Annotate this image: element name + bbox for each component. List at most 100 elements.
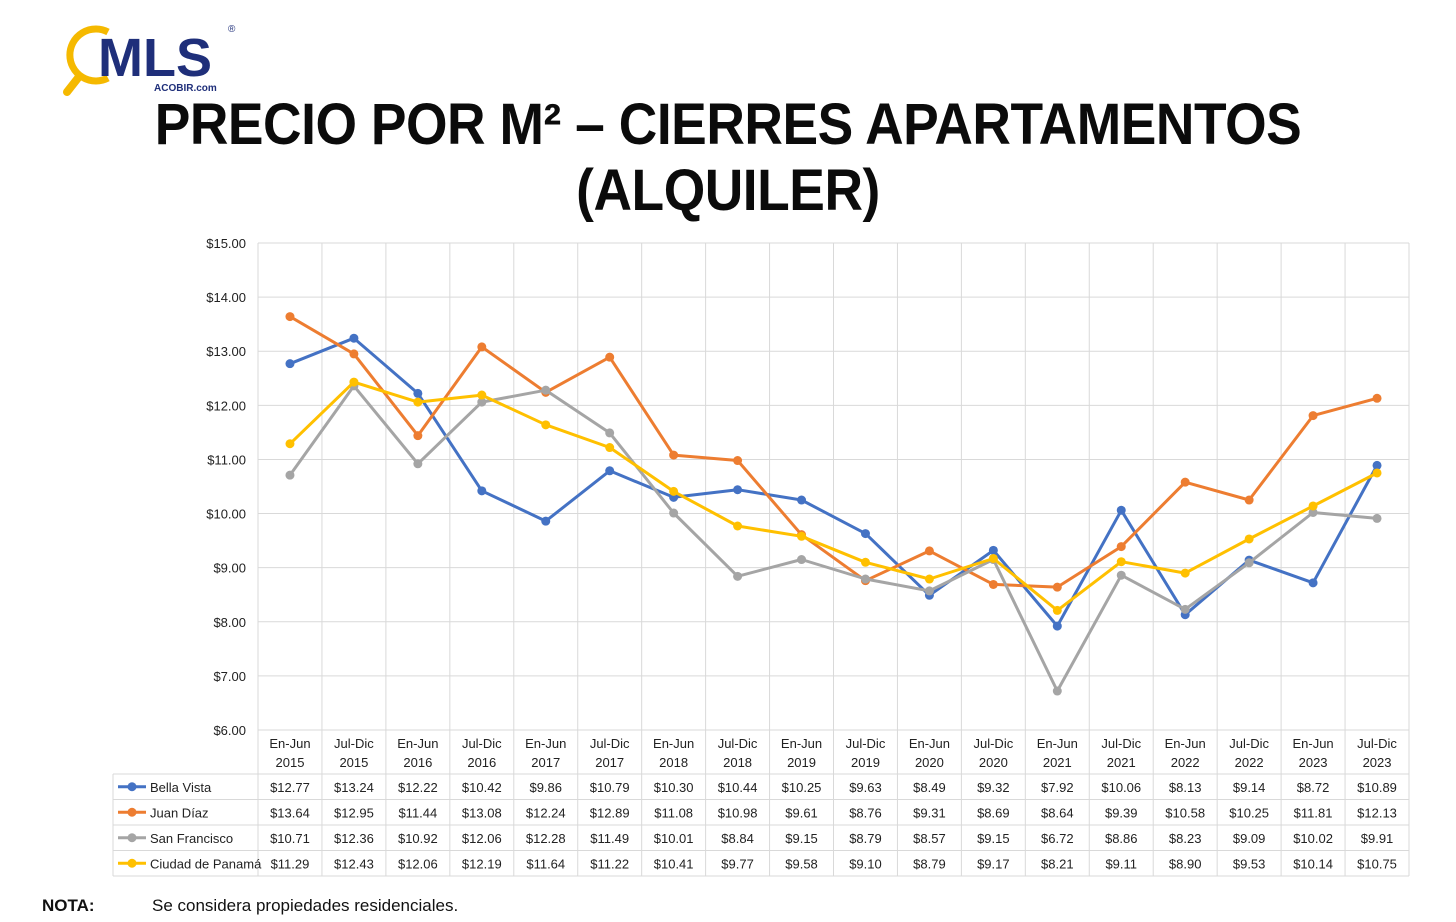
x-tick-label-period: En-Jun [1292,736,1333,751]
x-tick-label-period: En-Jun [781,736,822,751]
table-cell-value: $8.21 [1041,856,1074,871]
x-tick-label-period: En-Jun [525,736,566,751]
table-cell-value: $7.92 [1041,780,1074,795]
magnifier-handle-icon [63,74,82,96]
table-cell-value: $10.02 [1293,831,1333,846]
x-tick-label-period: Jul-Dic [1101,736,1141,751]
x-tick-label-year: 2016 [467,755,496,770]
data-point-ciudad-de-panama [1372,468,1382,478]
table-cell-value: $9.39 [1105,805,1138,820]
data-point-san-francisco [413,459,423,469]
table-cell-value: $8.64 [1041,805,1074,820]
data-point-san-francisco [1180,604,1190,614]
legend-marker-icon [127,782,137,792]
table-cell-value: $10.06 [1101,780,1141,795]
y-tick-label: $9.00 [213,561,246,576]
table-cell-value: $12.77 [270,780,310,795]
x-tick-label-year: 2015 [276,755,305,770]
data-point-juan-diaz [605,352,615,362]
y-axis-ticks: $15.00 $14.00 $13.00 $12.00 $11.00 $10.00 $9.0… [206,236,246,738]
table-cell-value: $11.44 [398,805,437,820]
table-cell-value: $11.22 [590,856,629,871]
data-point-san-francisco [924,586,934,596]
table-cell-value: $11.08 [654,805,693,820]
data-point-juan-diaz [733,456,743,466]
data-point-bella-vista [477,486,487,496]
data-point-bella-vista [1308,578,1318,588]
table-cell-value: $10.75 [1357,856,1397,871]
table-cell-value: $10.42 [462,780,502,795]
logo-brand: MLS [98,28,212,88]
data-point-bella-vista [860,529,870,539]
x-tick-label-period: Jul-Dic [1357,736,1397,751]
chart-grid [257,242,1410,876]
data-point-ciudad-de-panama [733,521,743,531]
table-cell-value: $9.63 [849,780,882,795]
data-point-san-francisco [477,397,487,407]
table-cell-value: $10.79 [590,780,630,795]
table-cell-value: $12.13 [1357,805,1397,820]
table-cell-value: $12.36 [334,831,374,846]
y-tick-label: $10.00 [206,507,246,522]
x-axis-ticks: En-Jun 2015 Jul-Dic 2015 En-Jun 2016 Jul-Dic 20… [269,736,1397,770]
table-cell-value: $12.06 [398,856,438,871]
table-cell-value: $9.58 [785,856,818,871]
table-cell-value: $10.30 [654,780,694,795]
mls-logo: MLS ® ACOBIR.com [62,18,242,98]
table-cell-value: $9.32 [977,780,1010,795]
data-point-san-francisco [860,574,870,584]
table-cell-value: $9.53 [1233,856,1266,871]
x-tick-label-year: 2023 [1363,755,1392,770]
data-point-bella-vista [413,388,423,398]
table-cell-value: $8.49 [913,780,946,795]
data-point-ciudad-de-panama [349,377,359,387]
data-point-juan-diaz [349,349,359,359]
table-cell-value: $13.64 [270,805,310,820]
data-point-ciudad-de-panama [797,531,807,541]
x-tick-label-year: 2017 [595,755,624,770]
data-point-juan-diaz [924,546,934,556]
data-point-ciudad-de-panama [541,420,551,430]
x-tick-label-year: 2023 [1299,755,1328,770]
data-point-san-francisco [669,508,679,518]
logo-registered: ® [228,24,236,35]
data-point-bella-vista [1372,460,1382,470]
legend-marker-icon [127,807,137,817]
table-cell-value: $9.91 [1361,831,1394,846]
data-point-san-francisco [1052,686,1062,696]
table-cell-value: $10.25 [1229,805,1269,820]
x-tick-label-period: Jul-Dic [846,736,886,751]
x-tick-label-period: Jul-Dic [973,736,1013,751]
x-tick-label-period: En-Jun [269,736,310,751]
x-tick-label-period: En-Jun [1037,736,1078,751]
legend-marker-icon [127,833,137,843]
table-cell-value: $8.69 [977,805,1010,820]
x-tick-label-period: Jul-Dic [590,736,630,751]
table-cell-value: $8.72 [1297,780,1330,795]
legend-marker-icon [127,858,137,868]
x-tick-label-year: 2016 [403,755,432,770]
data-point-ciudad-de-panama [1308,501,1318,511]
x-tick-label-period: Jul-Dic [718,736,758,751]
table-cell-value: $8.23 [1169,831,1202,846]
data-point-bella-vista [1116,505,1126,515]
x-tick-label-period: En-Jun [1165,736,1206,751]
table-cell-value: $10.71 [270,831,310,846]
table-cell-value: $6.72 [1041,831,1074,846]
x-tick-label-period: Jul-Dic [1229,736,1269,751]
data-point-ciudad-de-panama [477,390,487,400]
table-cell-value: $11.29 [271,856,310,871]
x-tick-label-year: 2018 [659,755,688,770]
series-line-bella-vista [289,336,1379,628]
x-tick-label-period: En-Jun [397,736,438,751]
table-cell-value: $8.76 [849,805,882,820]
data-point-san-francisco [1372,513,1382,523]
x-tick-label-year: 2017 [531,755,560,770]
data-point-juan-diaz [1244,495,1254,505]
data-point-bella-vista [1052,621,1062,631]
legend-series-name: Ciudad de Panamá [150,856,262,871]
data-point-bella-vista [605,466,615,476]
data-point-juan-diaz [1116,542,1126,552]
data-point-juan-diaz [1180,477,1190,487]
